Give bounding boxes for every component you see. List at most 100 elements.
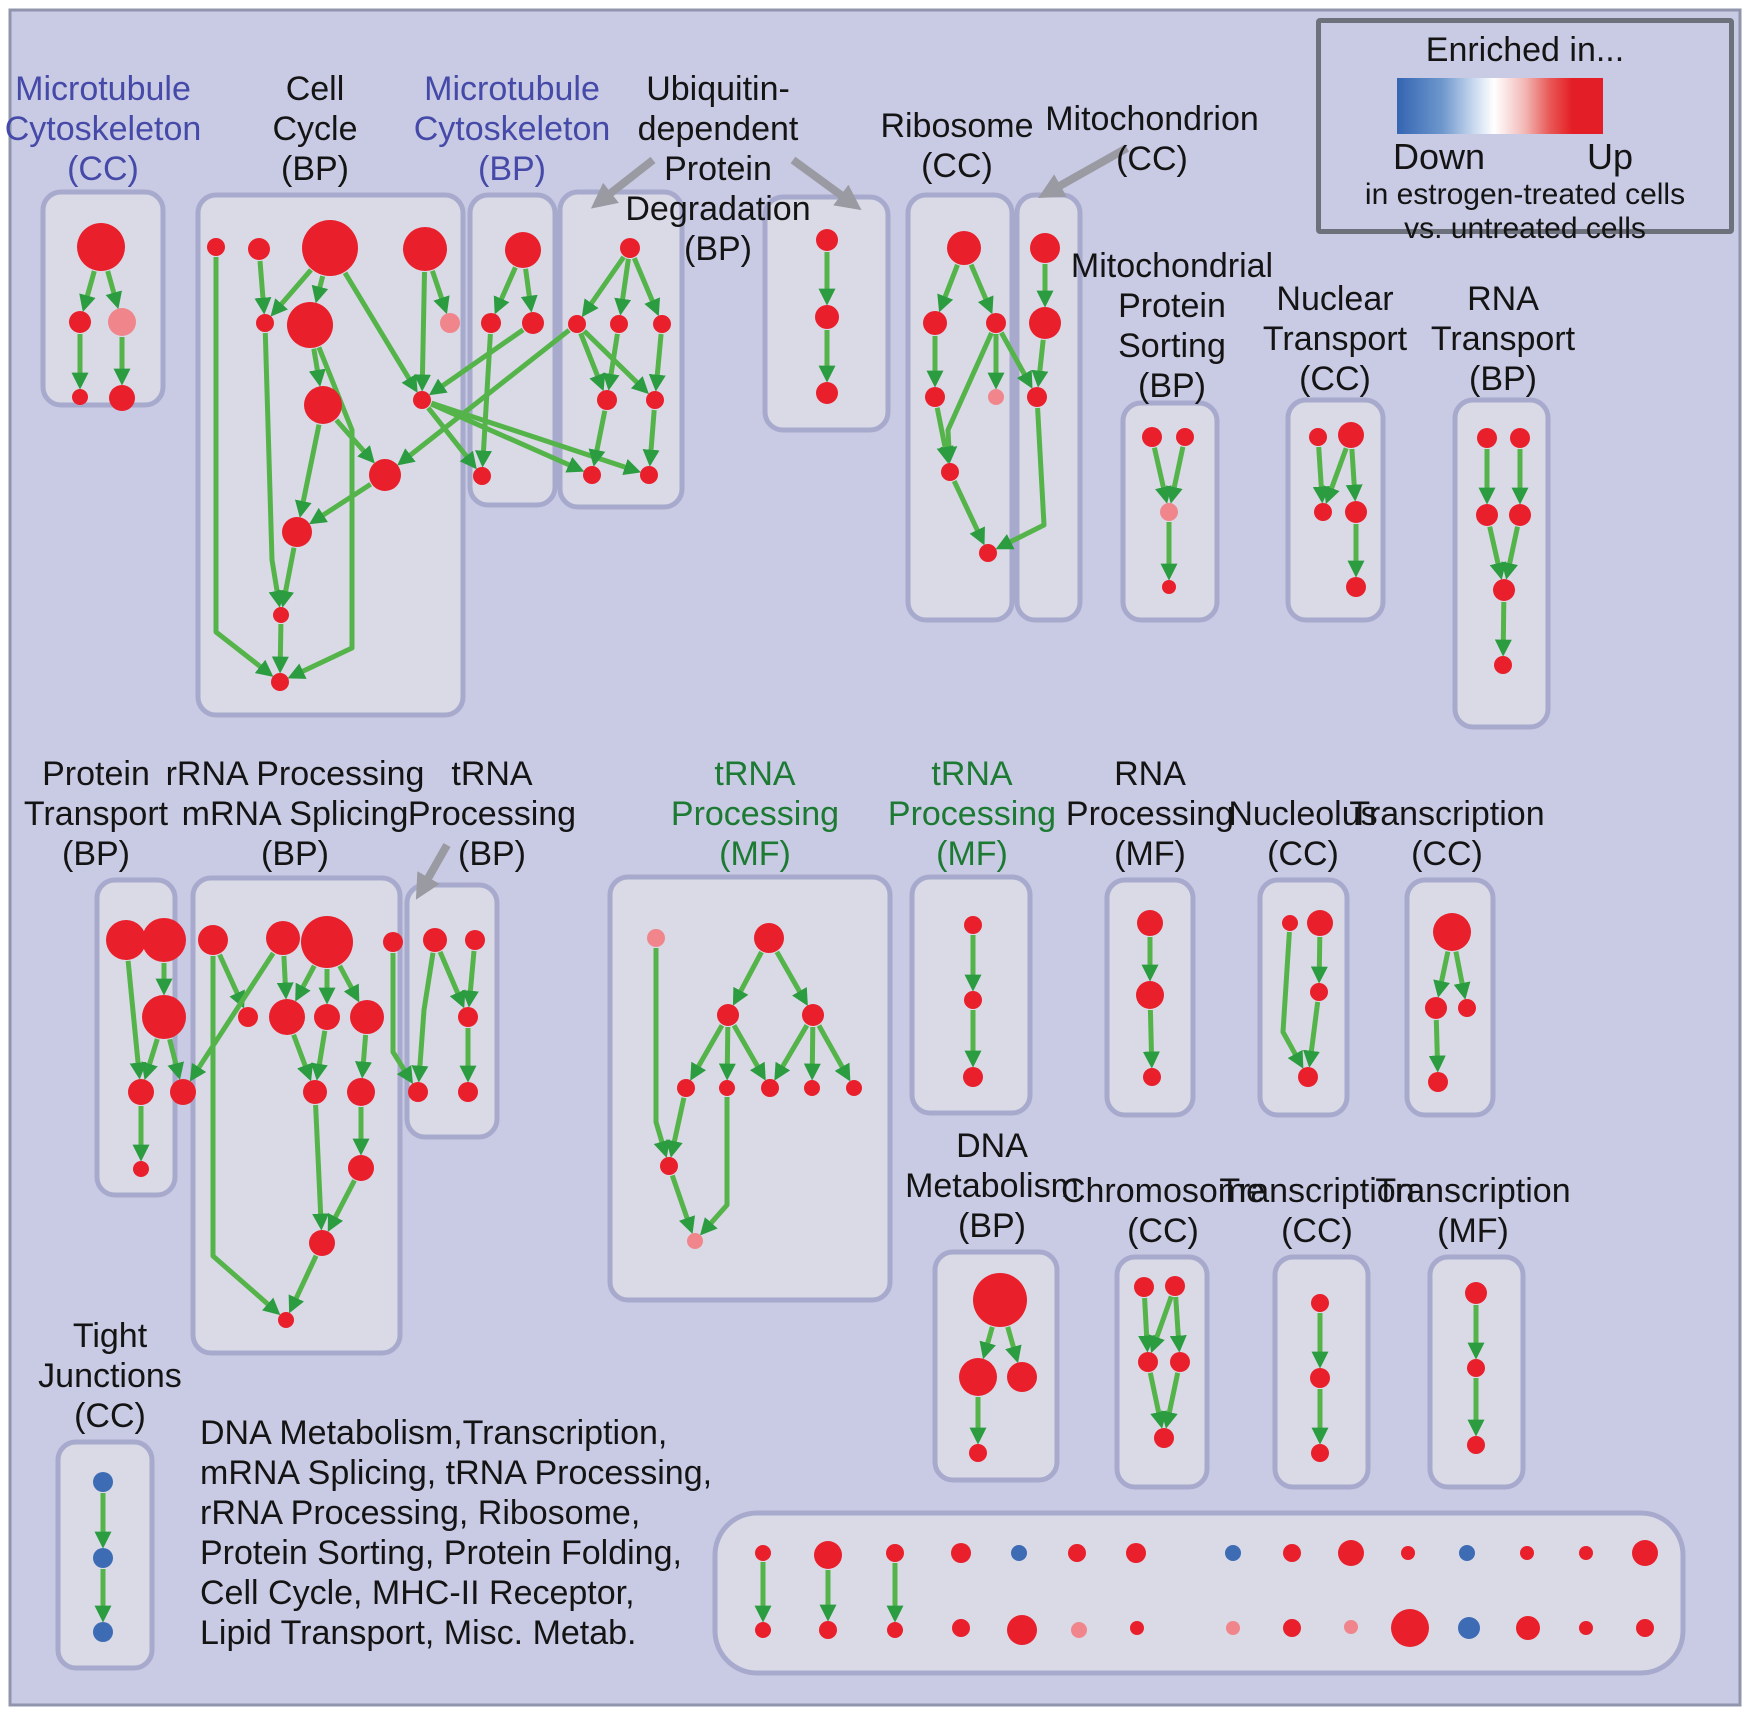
go-term-node-L10 — [303, 1080, 327, 1104]
label-microtubule-cytoskeleton-cc: Microtubule Cytoskeleton (CC) — [5, 70, 202, 188]
go-term-node-N11 — [687, 1233, 703, 1249]
go-term-node-I3 — [1314, 503, 1332, 521]
go-term-node-T2 — [1165, 1276, 1185, 1296]
go-term-node-Y8 — [1226, 1621, 1240, 1635]
go-term-node-I5 — [1346, 577, 1366, 597]
go-term-node-V1 — [1465, 1282, 1487, 1304]
go-term-node-Y6 — [1071, 1622, 1087, 1638]
go-term-node-C1 — [505, 232, 541, 268]
relation-edge — [294, 424, 322, 518]
go-term-node-C3 — [522, 312, 544, 334]
relation-edge — [1148, 1295, 1174, 1354]
go-term-node-L1 — [198, 925, 228, 955]
go-term-node-X14 — [1579, 1546, 1593, 1560]
label-protein-transport-bp: Protein Transport (BP) — [24, 755, 169, 873]
go-term-node-M2 — [465, 930, 485, 950]
go-term-node-N5 — [677, 1079, 695, 1097]
relation-edge — [520, 268, 538, 313]
go-term-node-B6 — [287, 302, 333, 348]
go-term-node-L9 — [170, 1079, 196, 1105]
go-term-node-N1 — [647, 929, 665, 947]
go-term-node-Y13 — [1516, 1616, 1540, 1640]
go-term-node-L11 — [347, 1078, 375, 1106]
relation-edge — [1303, 1001, 1321, 1068]
go-term-node-I4 — [1345, 501, 1367, 523]
go-term-node-X3 — [886, 1544, 904, 1562]
label-ribosome-cc: Ribosome (CC) — [880, 107, 1033, 185]
relation-edge — [979, 1326, 996, 1360]
go-term-node-V3 — [1467, 1436, 1485, 1454]
go-term-node-A1 — [77, 223, 125, 271]
go-term-node-R4 — [1428, 1072, 1448, 1092]
legend: Enriched in... Down Up in estrogen-treat… — [1316, 18, 1734, 245]
legend-title: Enriched in... — [1425, 31, 1625, 69]
relation-edge — [602, 333, 620, 391]
go-term-node-Y5 — [1007, 1615, 1037, 1645]
label-nucleolus-cc: Nucleolus (CC) — [1228, 795, 1377, 873]
label-pointer-arrow-2 — [790, 156, 862, 211]
relation-edge — [1487, 526, 1507, 580]
relation-edge — [816, 1024, 851, 1082]
relation-edge — [1433, 951, 1451, 998]
legend-down-label: Down — [1393, 136, 1486, 177]
legend-subtitle-1: in estrogen-treated cells — [1364, 178, 1686, 211]
go-term-node-F4 — [925, 387, 945, 407]
go-term-node-B9 — [413, 391, 431, 409]
go-term-node-J3 — [1476, 504, 1498, 526]
go-term-node-I2 — [1338, 422, 1364, 448]
relation-edge — [79, 270, 97, 312]
go-term-node-M1 — [423, 928, 447, 952]
go-term-node-W3 — [93, 1622, 113, 1642]
go-term-node-D1 — [620, 238, 640, 258]
group-box-mixed-terms — [712, 1510, 1686, 1676]
relation-edge — [354, 1034, 372, 1079]
label-transcription-cc-2: Transcription (CC) — [1219, 1172, 1414, 1250]
label-pointer-arrow-3 — [1038, 144, 1129, 199]
go-term-node-B1 — [207, 238, 225, 256]
relation-edge — [1151, 447, 1172, 504]
go-term-node-O3 — [963, 1067, 983, 1087]
legend-subtitle-2: vs. untreated cells — [1404, 212, 1646, 245]
relation-edge — [430, 401, 585, 473]
go-term-node-Y7 — [1130, 1621, 1144, 1635]
go-term-node-B8 — [304, 386, 342, 424]
label-pointer-arrow-4 — [415, 843, 451, 900]
go-term-node-B4 — [403, 227, 447, 271]
relation-edge — [653, 948, 670, 1158]
go-term-node-U1 — [1311, 1294, 1329, 1312]
label-trna-processing-mf-1: tRNA Processing (MF) — [671, 755, 839, 873]
relation-edge — [642, 409, 660, 467]
relation-edge — [1494, 601, 1512, 657]
go-term-node-U2 — [1310, 1368, 1330, 1388]
group-box-rna-transport-bp — [1452, 397, 1551, 730]
relation-edge — [968, 263, 994, 315]
go-term-node-P1 — [1137, 910, 1163, 936]
go-term-node-X8 — [1225, 1545, 1241, 1561]
relation-edge — [1005, 1326, 1022, 1364]
go-term-node-X9 — [1283, 1544, 1301, 1562]
group-box-chromosome-cc — [1114, 1254, 1210, 1490]
relation-edge — [774, 950, 808, 1007]
group-box-nucleolus-cc — [1257, 877, 1350, 1118]
relation-edge — [254, 260, 272, 315]
group-box-microtubule-cytoskeleton-cc — [40, 189, 166, 408]
go-term-node-L7 — [314, 1004, 340, 1030]
go-term-node-J4 — [1509, 504, 1531, 526]
go-term-node-G2 — [1029, 307, 1061, 339]
go-term-node-B5 — [256, 314, 274, 332]
legend-up-label: Up — [1586, 136, 1633, 177]
go-term-node-Y12 — [1458, 1617, 1480, 1639]
go-term-node-R3 — [1458, 999, 1476, 1017]
label-transcription-cc-1: Transcription (CC) — [1349, 795, 1544, 873]
label-microtubule-cytoskeleton-bp: Microtubule Cytoskeleton (BP) — [414, 70, 611, 188]
label-tight-junctions-cc: Tight Junctions (CC) — [38, 1317, 182, 1435]
relation-edge — [669, 1174, 696, 1235]
go-term-node-L8 — [350, 1000, 384, 1034]
label-mixed-terms-text: DNA Metabolism,Transcription, mRNA Splici… — [200, 1414, 712, 1652]
relation-edge — [1323, 447, 1349, 505]
go-term-node-Y14 — [1579, 1621, 1593, 1635]
label-rna-transport-bp: RNA Transport (BP) — [1431, 280, 1576, 398]
go-term-node-S2 — [959, 1358, 997, 1396]
label-trna-processing-mf-2: tRNA Processing (MF) — [888, 755, 1056, 873]
label-transcription-mf: Transcription (MF) — [1375, 1172, 1570, 1250]
